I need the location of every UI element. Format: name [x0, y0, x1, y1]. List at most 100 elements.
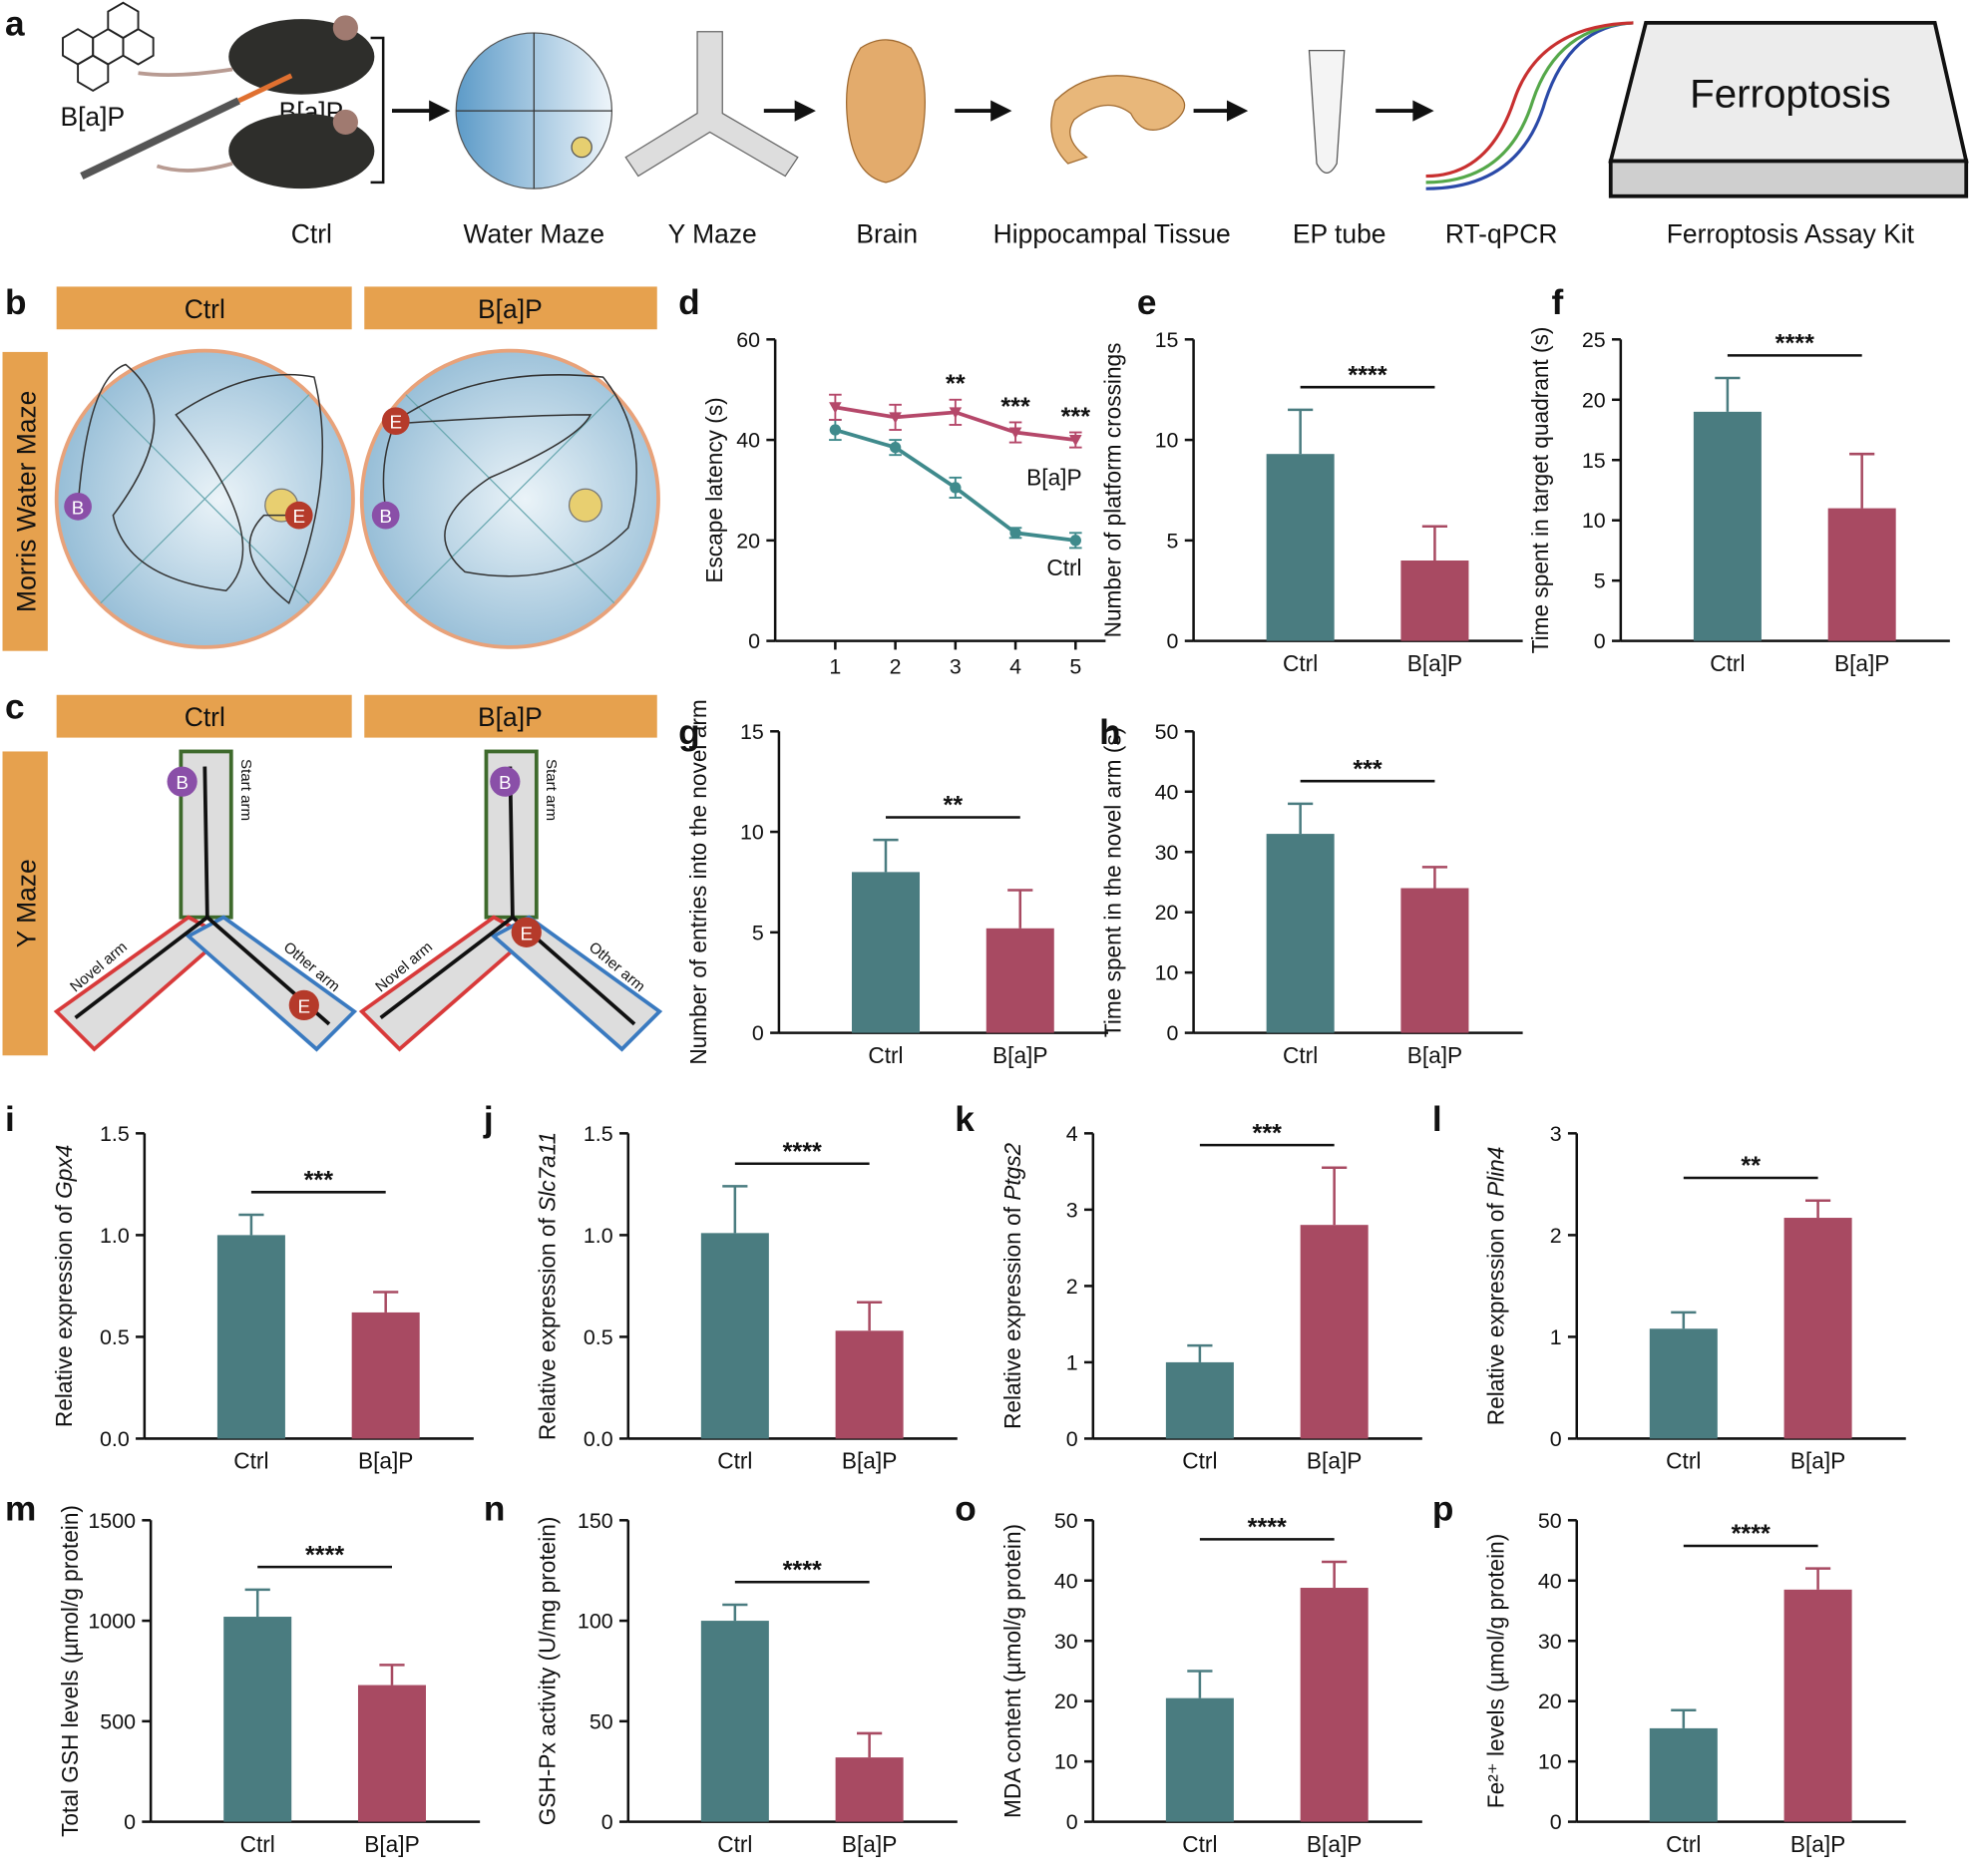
end-label: E — [389, 413, 402, 434]
x-tick-label: Ctrl — [1666, 1831, 1701, 1857]
panel-letter: o — [955, 1489, 977, 1528]
y-maze: Start arm Novel arm Other arm — [358, 749, 663, 1052]
significance-label: ** — [1741, 1152, 1761, 1180]
x-tick-label: B[a]P — [364, 1831, 419, 1857]
bar — [351, 1312, 420, 1439]
y-tick-label: 5 — [1594, 569, 1606, 593]
start-label: B — [72, 498, 85, 519]
y-tick-label: 40 — [1155, 780, 1179, 804]
y-tick-label: 0 — [1550, 1810, 1562, 1834]
panel-letter: l — [1432, 1100, 1442, 1139]
y-axis-label-gene: Plin4 — [1483, 1147, 1509, 1197]
y-axis-label: Time spent in the novel arm (s) — [1100, 727, 1126, 1037]
point — [829, 424, 842, 436]
y-axis-label: Time spent in target quadrant (s) — [1527, 327, 1553, 654]
y-tick-label: 10 — [740, 821, 764, 845]
y-axis-label-text: Relative expression of — [51, 1204, 77, 1427]
y-axis-label: Relative expression of Ptgs2 — [999, 1142, 1025, 1429]
panel-letter: g — [678, 713, 700, 752]
qpcr-curves — [1425, 21, 1634, 190]
x-tick-label: Ctrl — [1283, 650, 1318, 676]
side-label: Morris Water Maze — [11, 391, 41, 612]
group-header — [364, 694, 657, 738]
y-tick-label: 40 — [1538, 1569, 1562, 1593]
panel-letter: c — [5, 688, 25, 727]
pool — [359, 348, 660, 649]
y-maze-panel: c Ctrl B[a]P Y Maze Start arm Novel arm … — [2, 688, 663, 1056]
x-tick-label: B[a]P — [358, 1448, 413, 1474]
step-label: Y Maze — [668, 218, 757, 248]
point — [1069, 535, 1081, 547]
step-label: Ctrl — [291, 218, 332, 248]
y-tick-label: 1 — [1066, 1350, 1078, 1374]
x-tick-label: Ctrl — [1666, 1448, 1701, 1474]
x-tick-label: B[a]P — [1790, 1831, 1845, 1857]
y-axis-label-text: Relative expression of — [999, 1206, 1025, 1429]
end-label: E — [520, 924, 533, 944]
y-axis-label-text: Number of entries into the novel arm — [685, 699, 711, 1064]
y-tick-label: 0.0 — [584, 1427, 613, 1451]
bar — [1400, 888, 1469, 1033]
x-tick-label: 2 — [890, 654, 902, 678]
panel-letter: n — [484, 1489, 506, 1528]
panel-letter: m — [5, 1489, 36, 1528]
point — [950, 482, 962, 494]
x-tick-label: B[a]P — [1307, 1831, 1362, 1857]
x-tick-label: B[a]P — [1407, 1042, 1462, 1068]
mouse — [156, 109, 375, 189]
y-tick-label: 1.5 — [584, 1122, 613, 1146]
significance-label: *** — [1353, 755, 1382, 783]
x-tick-label: Ctrl — [717, 1448, 752, 1474]
arm-label: Start arm — [543, 759, 560, 821]
bar — [835, 1330, 904, 1439]
panel-letter: b — [5, 283, 27, 322]
y-tick-label: 50 — [1155, 720, 1179, 744]
panel-letter: e — [1137, 283, 1157, 322]
side-header — [2, 751, 48, 1056]
y-axis-label-text: Total GSH levels (µmol/g protein) — [57, 1505, 83, 1837]
point — [889, 441, 902, 454]
x-tick-label: Ctrl — [1182, 1448, 1217, 1474]
side-label: Y Maze — [11, 859, 41, 947]
y-tick-label: 20 — [736, 529, 760, 553]
start-marker — [167, 766, 197, 797]
side-header — [2, 351, 48, 651]
end-label: E — [298, 996, 311, 1017]
y-tick-label: 60 — [736, 328, 760, 352]
x-tick-label: B[a]P — [992, 1042, 1047, 1068]
y-axis-label-text: Escape latency (s) — [701, 397, 727, 582]
y-tick-label: 0 — [1167, 629, 1179, 653]
y-axis-label: Escape latency (s) — [701, 397, 727, 582]
bar — [1165, 1361, 1234, 1439]
end-marker — [288, 989, 319, 1021]
y-tick-label: 10 — [1155, 429, 1179, 453]
x-tick-label: Ctrl — [1710, 650, 1745, 676]
panel-letter: a — [5, 5, 25, 44]
step-label: EP tube — [1293, 218, 1386, 248]
y-axis-label-text: Relative expression of — [535, 1217, 561, 1440]
step-label: Water Maze — [464, 218, 605, 248]
significance-label: **** — [1732, 1520, 1771, 1548]
bar — [1300, 1588, 1369, 1822]
y-tick-label: 20 — [1054, 1689, 1078, 1713]
end-marker — [511, 917, 542, 947]
bar — [1649, 1727, 1718, 1822]
group-label: Ctrl — [185, 294, 225, 324]
y-tick-label: 0 — [748, 629, 760, 653]
significance-label: **** — [1248, 1514, 1287, 1542]
bar — [216, 1235, 285, 1439]
bar — [1783, 1589, 1852, 1822]
molecule — [62, 1, 155, 93]
bar — [851, 872, 921, 1033]
water-maze-icon — [455, 32, 613, 189]
y-tick-label: 5 — [1167, 529, 1179, 553]
y-axis-label-text: Relative expression of — [1483, 1203, 1509, 1426]
point — [829, 402, 842, 414]
y-tick-label: 3 — [1066, 1198, 1078, 1222]
x-tick-label: 5 — [1069, 654, 1081, 678]
bar — [1165, 1697, 1234, 1822]
y-axis-label: Fe²⁺ levels (µmol/g protein) — [1483, 1534, 1509, 1809]
pool — [54, 348, 355, 649]
significance-label: **** — [1348, 361, 1386, 389]
y-tick-label: 5 — [752, 921, 764, 944]
